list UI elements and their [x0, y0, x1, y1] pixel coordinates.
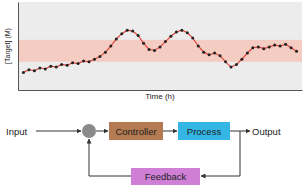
data-point	[180, 29, 183, 32]
axis-line	[18, 3, 19, 91]
data-point	[202, 51, 205, 54]
block-diagram: Input Controller Process Output Feedback	[6, 122, 281, 185]
arrow-to-process	[163, 131, 177, 132]
data-point	[262, 47, 265, 50]
data-point	[55, 66, 58, 69]
data-point	[77, 62, 80, 65]
data-point	[38, 67, 41, 70]
summing-junction	[82, 124, 96, 138]
data-point	[148, 48, 151, 51]
data-point	[251, 46, 254, 49]
arrow-to-feedback	[201, 131, 240, 176]
data-point	[44, 67, 47, 70]
data-point	[82, 59, 85, 62]
data-point	[153, 49, 156, 52]
target-band	[18, 40, 302, 62]
process-label: Process	[187, 126, 222, 137]
data-point	[27, 68, 30, 71]
process-box	[178, 122, 230, 140]
data-point	[98, 55, 101, 58]
data-point	[22, 71, 25, 74]
data-line	[23, 30, 296, 72]
data-point	[197, 45, 200, 48]
arrow-to-controller	[96, 131, 108, 132]
data-point	[142, 42, 145, 45]
plot-area	[18, 29, 302, 74]
data-point	[169, 35, 172, 38]
data-point	[120, 32, 123, 35]
data-point	[230, 66, 233, 69]
controller-box	[109, 122, 163, 140]
data-point	[246, 52, 249, 55]
plot-background	[18, 2, 302, 90]
y-axis-title: [Target] (M)	[4, 28, 12, 64]
data-point	[115, 37, 118, 40]
x-axis	[19, 90, 303, 91]
data-point	[290, 46, 293, 49]
data-point	[224, 60, 227, 63]
axis-line	[19, 90, 303, 91]
data-point	[126, 29, 129, 32]
data-point	[88, 60, 91, 63]
data-point	[109, 45, 112, 48]
data-point	[186, 31, 189, 34]
data-point	[131, 30, 134, 33]
data-point	[219, 54, 222, 57]
data-point	[49, 65, 52, 68]
data-point	[240, 58, 243, 61]
data-point	[273, 44, 276, 47]
data-point	[268, 45, 271, 48]
data-point	[71, 61, 74, 64]
data-point	[104, 51, 107, 54]
data-point	[257, 45, 260, 48]
x-axis-title: Time (h)	[145, 92, 175, 101]
data-point	[159, 45, 162, 48]
data-point	[164, 40, 167, 43]
arrow-feedback-loop	[89, 139, 131, 176]
data-point	[191, 37, 194, 40]
data-point	[137, 34, 140, 37]
data-point	[295, 50, 298, 53]
controller-label: Controller	[115, 126, 156, 137]
data-point	[93, 58, 96, 61]
output-label: Output	[252, 126, 281, 137]
y-axis	[18, 3, 19, 91]
data-point	[175, 30, 178, 33]
data-point	[208, 53, 211, 56]
input-label: Input	[6, 126, 27, 137]
feedback-label: Feedback	[145, 171, 187, 182]
data-point	[213, 52, 216, 55]
arrow-input	[36, 131, 81, 132]
feedback-box	[131, 168, 200, 185]
data-point	[235, 63, 238, 66]
data-point	[60, 63, 63, 66]
data-point	[33, 69, 36, 72]
data-point	[284, 43, 287, 46]
figure: Time (h) [Target] (M) Input Controller Proce…	[0, 0, 306, 189]
data-point	[66, 64, 69, 67]
data-point	[279, 45, 282, 48]
